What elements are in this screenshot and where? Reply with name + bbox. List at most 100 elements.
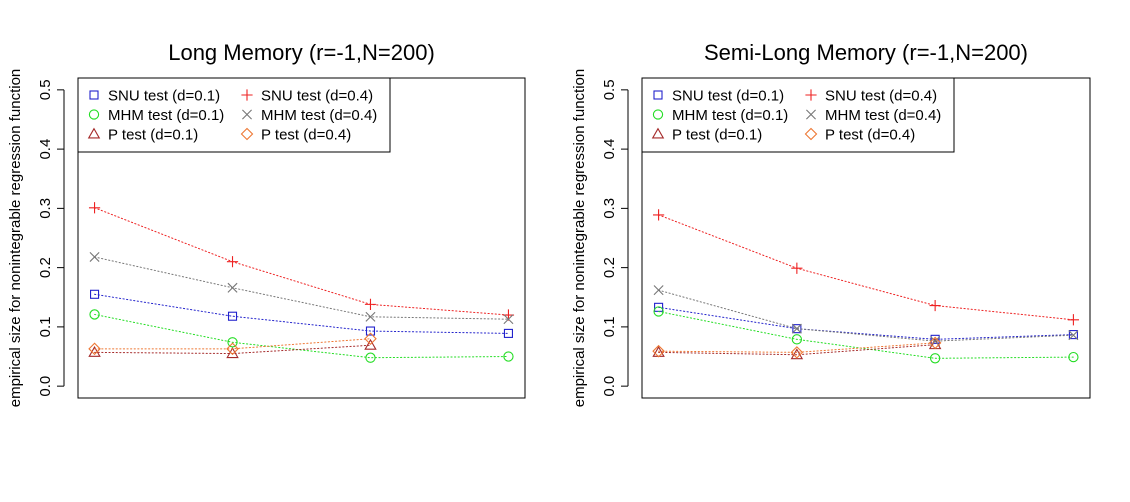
legend-label: P test (d=0.4) (825, 127, 915, 144)
legend-marker (651, 127, 665, 139)
legend-item: SNU test (d=0.1) (89, 88, 220, 105)
chart-panel-1: Long Memory (r=-1,N=200) 0.0 0.1 0.2 0.3 0.4 0… (7, 40, 526, 408)
y-tick-label: 0.1 (37, 316, 54, 337)
data-point (226, 347, 239, 359)
chart-title: Semi-Long Memory (r=-1,N=200) (704, 40, 1028, 65)
y-tick-label: 0.2 (37, 257, 54, 278)
series-line (658, 344, 936, 356)
legend: SNU test (d=0.1) MHM test (d=0.1) P test (… (641, 77, 955, 153)
data-point (364, 338, 377, 350)
legend-label: SNU test (d=0.4) (825, 88, 937, 105)
legend-marker (89, 90, 99, 100)
data-point (928, 336, 942, 350)
legend-marker (240, 127, 254, 141)
chart-title: Long Memory (r=-1,N=200) (168, 40, 435, 65)
series-diamond (88, 332, 377, 356)
legend-marker (87, 127, 101, 139)
legend-label: MHM test (d=0.1) (108, 107, 224, 124)
y-tick-label: 0.3 (37, 198, 54, 219)
data-point (791, 262, 803, 274)
legend-marker (88, 109, 100, 120)
data-point (790, 348, 804, 360)
data-point (88, 342, 101, 356)
series-line (658, 214, 1074, 321)
data-point (791, 334, 803, 345)
series-line (94, 344, 371, 355)
data-point (503, 328, 513, 338)
legend-label: SNU test (d=0.1) (108, 88, 220, 105)
legend-item: SNU test (d=0.1) (653, 88, 784, 105)
y-tick-label: 0.5 (37, 79, 54, 100)
data-point (929, 299, 941, 312)
data-point (930, 334, 940, 344)
data-point (227, 311, 238, 321)
series-plus (88, 202, 515, 321)
series-line (94, 338, 371, 350)
data-point (89, 309, 100, 320)
legend-item: SNU test (d=0.4) (241, 88, 373, 105)
data-point (929, 353, 941, 364)
series-line (658, 310, 1074, 359)
legend-item: MHM test (d=0.1) (652, 107, 788, 124)
data-point (790, 346, 804, 359)
legend-marker (653, 90, 663, 100)
series-line (94, 313, 509, 359)
data-point (653, 285, 664, 296)
series-square (90, 289, 513, 338)
series-line (94, 207, 509, 316)
chart-panel-2: Semi-Long Memory (r=-1,N=200) 0.0 0.1 0.2 0.… (571, 40, 1091, 408)
data-point (1068, 330, 1079, 341)
data-point (1068, 330, 1078, 340)
legend-item: P test (d=0.4) (804, 127, 915, 144)
data-point (503, 351, 514, 362)
data-point (365, 326, 376, 336)
series-line (94, 293, 509, 334)
y-tick-label: 0.1 (601, 316, 618, 337)
legend-marker (652, 109, 664, 120)
series-triangle (652, 338, 942, 360)
legend-label: P test (d=0.1) (672, 127, 762, 144)
series-line (658, 306, 1074, 340)
y-tick-label: 0.5 (601, 79, 618, 100)
series-circle (89, 309, 514, 363)
series-cross (89, 251, 514, 325)
y-axis-label: empirical size for nonintegrable regress… (571, 69, 588, 408)
data-point (1067, 314, 1080, 326)
legend-label: MHM test (d=0.1) (672, 107, 788, 124)
data-point (227, 337, 238, 348)
legend-marker (804, 127, 818, 141)
data-point (653, 306, 664, 317)
y-tick-label: 0.0 (601, 376, 618, 397)
data-point (227, 282, 238, 293)
legend-label: P test (d=0.4) (261, 127, 351, 144)
legend-box (641, 77, 955, 153)
series-diamond (652, 336, 942, 359)
legend-marker (805, 89, 817, 101)
data-point (364, 298, 377, 310)
legend: SNU test (d=0.1) MHM test (d=0.1) P test (… (77, 77, 391, 153)
legend-label: MHM test (d=0.4) (261, 107, 377, 124)
legend-marker (241, 89, 253, 101)
y-tick-label: 0.4 (601, 139, 618, 160)
data-point (652, 209, 665, 221)
y-axis-label: empirical size for nonintegrable regress… (7, 69, 24, 408)
series-plus (652, 209, 1080, 326)
data-point (88, 202, 101, 214)
data-point (930, 336, 941, 347)
data-point (791, 323, 802, 334)
data-point (89, 251, 100, 262)
series-triangle (88, 338, 377, 359)
data-point (1068, 351, 1079, 363)
data-point (503, 314, 514, 325)
legend-item: MHM test (d=0.4) (806, 107, 941, 124)
data-point (90, 289, 100, 299)
data-point (365, 311, 376, 322)
legend-marker (806, 109, 816, 120)
legend-label: MHM test (d=0.4) (825, 107, 941, 124)
series-cross (653, 285, 1079, 347)
legend-item: SNU test (d=0.4) (805, 88, 937, 105)
legend-item: MHM test (d=0.4) (242, 107, 377, 124)
legend-item: P test (d=0.1) (87, 127, 198, 144)
y-tick-label: 0.0 (37, 376, 54, 397)
